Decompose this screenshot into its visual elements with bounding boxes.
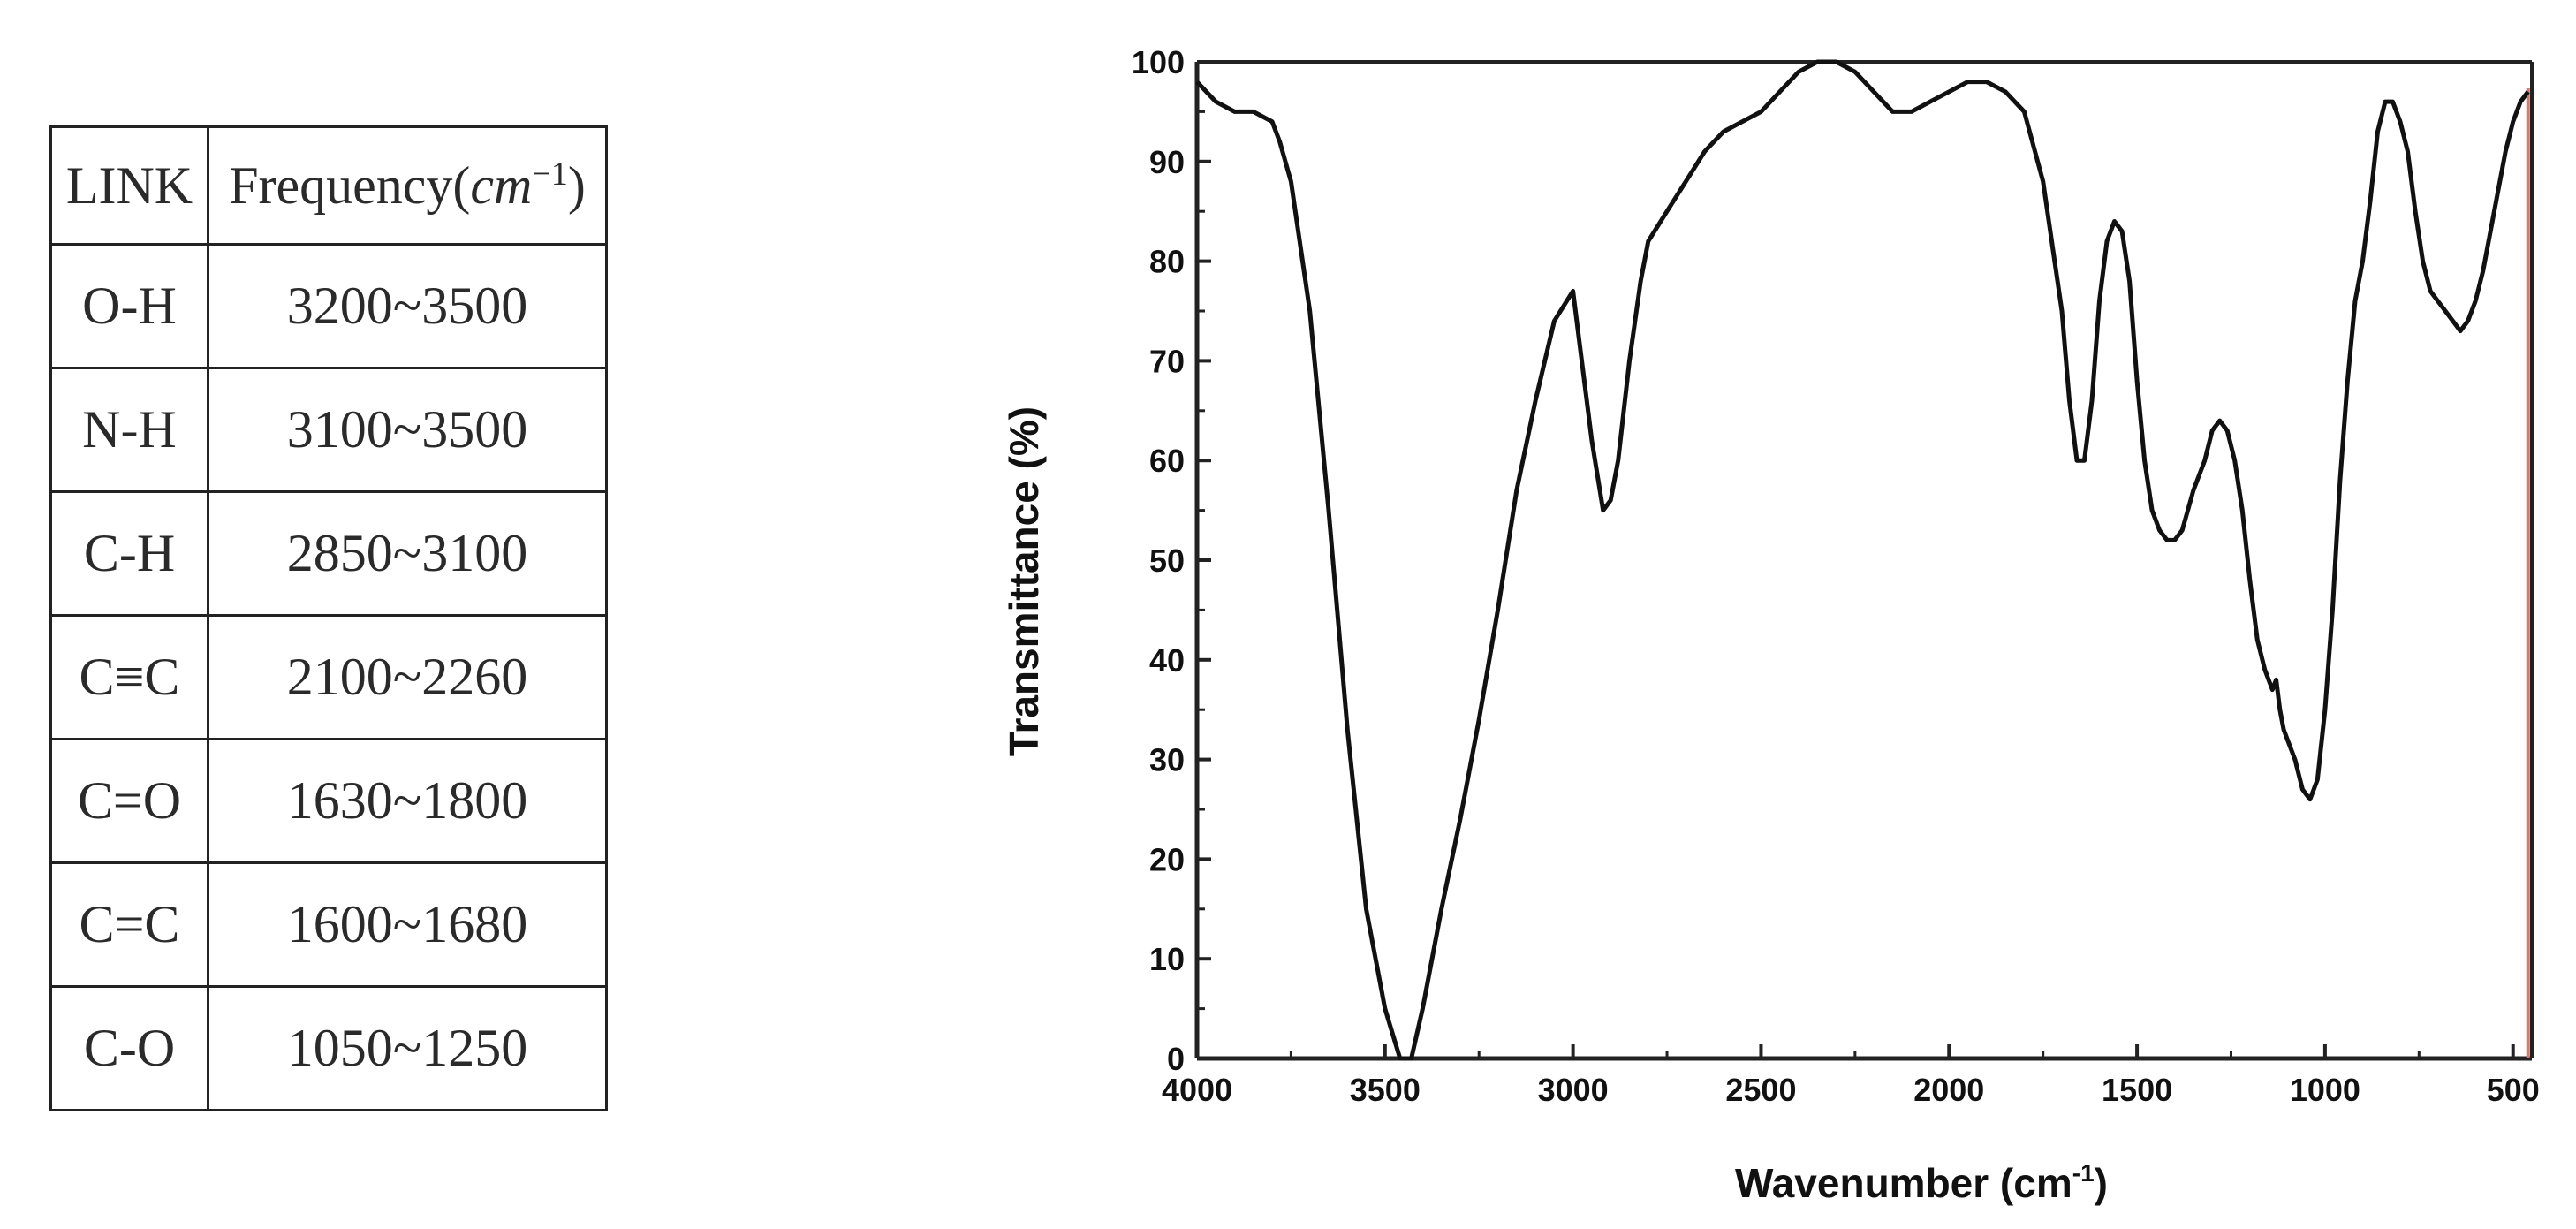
y-tick-label: 70 <box>1149 343 1185 379</box>
table-header-row: LINK Frequency(cm−1) <box>49 125 608 246</box>
x-tick-label: 3000 <box>1538 1072 1609 1108</box>
y-tick-label: 30 <box>1149 742 1185 778</box>
chart-plot-group: 0 10 20 30 40 50 60 70 80 90 100 4000 3500 3000 2500 20… <box>1132 44 2540 1108</box>
table-row: C=O 1630~1800 <box>49 738 608 864</box>
x-tick-label: 500 <box>2487 1072 2540 1108</box>
x-axis-title-exponent: -1 <box>2072 1159 2095 1187</box>
cell-link: C-H <box>49 490 209 617</box>
header-link: LINK <box>49 125 209 246</box>
cell-link: O-H <box>49 243 209 369</box>
y-tick-label: 40 <box>1149 642 1185 679</box>
x-tick-label: 2500 <box>1725 1072 1796 1108</box>
cell-link: C≡C <box>49 614 209 740</box>
y-tick-label: 20 <box>1149 841 1185 877</box>
table-row: N-H 3100~3500 <box>49 367 608 493</box>
cell-frequency: 2100~2260 <box>207 614 608 740</box>
x-axis-title-close: ) <box>2095 1160 2108 1206</box>
cell-link: C-O <box>49 985 209 1111</box>
header-frequency-prefix: Frequency( <box>229 156 471 215</box>
cell-frequency: 2850~3100 <box>207 490 608 617</box>
y-tick-label: 100 <box>1132 44 1185 80</box>
cell-frequency: 1600~1680 <box>207 861 608 988</box>
cell-frequency: 1050~1250 <box>207 985 608 1111</box>
cell-link: C=O <box>49 738 209 864</box>
x-tick-label: 4000 <box>1162 1072 1232 1108</box>
table-row: C=C 1600~1680 <box>49 861 608 988</box>
x-axis-title: Wavenumber (cm-1) <box>1735 1159 2108 1206</box>
table-row: C≡C 2100~2260 <box>49 614 608 740</box>
x-tick-label: 3500 <box>1350 1072 1421 1108</box>
y-axis-title: Transmittance (%) <box>1001 406 1047 756</box>
header-frequency-suffix: ) <box>567 156 586 215</box>
y-tick-label: 80 <box>1149 244 1185 280</box>
y-tick-label: 0 <box>1167 1041 1185 1077</box>
header-frequency-unit: cm <box>470 156 533 215</box>
x-axis-title-main: Wavenumber (cm <box>1735 1160 2072 1206</box>
x-tick-label: 2000 <box>1913 1072 1984 1108</box>
header-frequency-exponent: −1 <box>532 156 568 193</box>
bond-frequency-table: LINK Frequency(cm−1) O-H 3200~3500 N-H 3… <box>49 125 608 1111</box>
cell-link: N-H <box>49 367 209 493</box>
x-tick-label: 1500 <box>2102 1072 2172 1108</box>
y-tick-label: 60 <box>1149 443 1185 479</box>
x-tick-label: 1000 <box>2290 1072 2360 1108</box>
cell-link: C=C <box>49 861 209 988</box>
table-row: O-H 3200~3500 <box>49 243 608 369</box>
y-tick-label: 50 <box>1149 542 1185 579</box>
header-frequency: Frequency(cm−1) <box>207 125 608 246</box>
cell-frequency: 3200~3500 <box>207 243 608 369</box>
cell-frequency: 1630~1800 <box>207 738 608 864</box>
y-tick-label: 10 <box>1149 941 1185 977</box>
y-tick-label: 90 <box>1149 144 1185 180</box>
table-row: C-O 1050~1250 <box>49 985 608 1111</box>
cell-frequency: 3100~3500 <box>207 367 608 493</box>
spectrum-line <box>1195 59 2530 1061</box>
table-row: C-H 2850~3100 <box>49 490 608 617</box>
